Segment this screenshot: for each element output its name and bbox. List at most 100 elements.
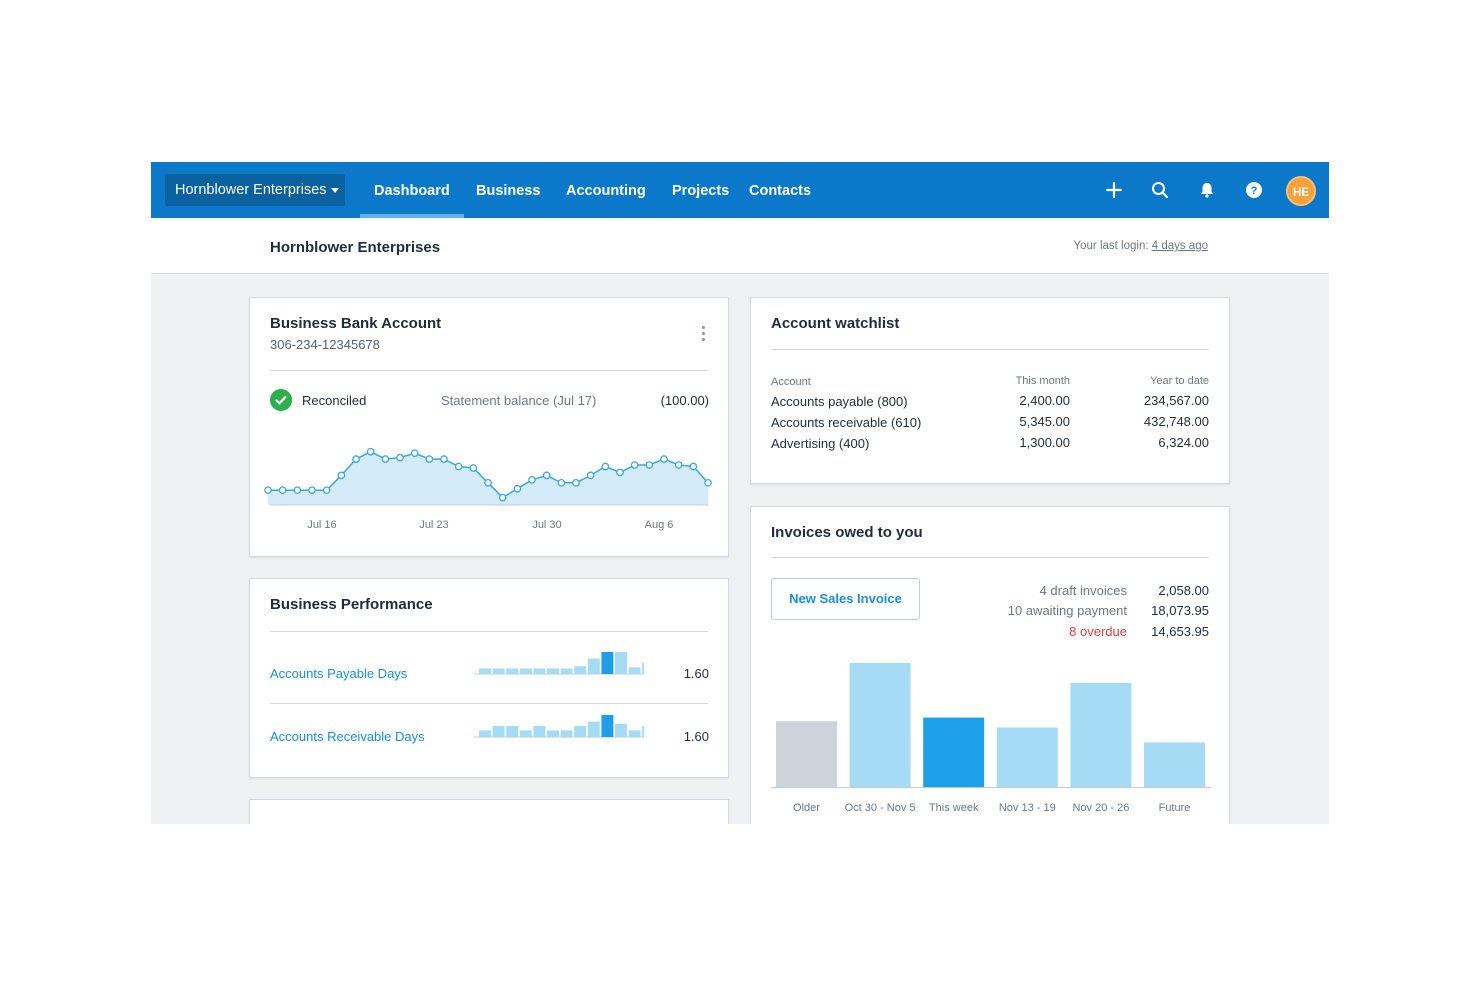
- check-circle-icon: [270, 389, 292, 411]
- sparkline-bar: [547, 730, 559, 737]
- bank-balance-line-chart: Jul 16 Jul 23 Jul 30 Aug 6: [264, 447, 712, 531]
- partial-card: [249, 799, 729, 824]
- balance-point: [542, 471, 551, 480]
- watchlist-ytd-value: 432,748.00: [1143, 414, 1209, 429]
- accounts-receivable-days-link[interactable]: Accounts Receivable Days: [270, 729, 425, 744]
- accounts-payable-sparkline: [474, 652, 644, 675]
- help-icon[interactable]: ?: [1242, 178, 1266, 202]
- tab-projects[interactable]: Projects: [672, 183, 730, 199]
- invoices-bar-chart: Older Oct 30 - Nov 5 This week Nov 13 - 19 N…: [771, 663, 1211, 814]
- statement-balance-value: (100.00): [660, 393, 709, 408]
- invoice-period-label: Nov 13 - 19: [999, 802, 1056, 814]
- page-header: Hornblower Enterprises Your last login: …: [151, 218, 1329, 274]
- watchlist-month-value: 5,345.00: [1019, 414, 1070, 429]
- balance-point: [630, 461, 639, 469]
- business-performance-card: Business Performance Accounts Payable Da…: [249, 578, 729, 778]
- draft-invoices-value: 2,058.00: [1158, 583, 1209, 598]
- new-sales-invoice-button[interactable]: New Sales Invoice: [771, 578, 920, 620]
- watchlist-ytd-value: 234,567.00: [1143, 393, 1209, 408]
- bell-icon[interactable]: [1195, 178, 1219, 202]
- sparkline-bar: [492, 726, 505, 737]
- sparkline-bar: [628, 730, 641, 737]
- balance-point: [704, 478, 712, 487]
- accounts-payable-days-link[interactable]: Accounts Payable Days: [270, 666, 408, 681]
- statement-balance-label: Statement balance (Jul 17): [441, 393, 597, 408]
- balance-point: [352, 455, 360, 463]
- balance-point: [557, 478, 566, 487]
- reconciled-status: Reconciled: [302, 393, 367, 408]
- sparkline-bar: [574, 666, 587, 674]
- divider: [771, 349, 1209, 350]
- invoice-period-label: This week: [929, 802, 979, 814]
- sparkline-bar: [642, 663, 644, 674]
- balance-point: [689, 462, 698, 471]
- performance-card-title: Business Performance: [270, 596, 433, 613]
- tab-contacts[interactable]: Contacts: [749, 183, 812, 199]
- last-login-link[interactable]: 4 days ago: [1151, 240, 1208, 252]
- balance-point: [410, 449, 419, 458]
- user-avatar[interactable]: HE: [1286, 176, 1316, 206]
- account-watchlist-card: Account watchlist Account This month Yea…: [750, 297, 1230, 484]
- balance-point: [484, 478, 492, 487]
- balance-point: [366, 447, 375, 456]
- balance-point: [454, 462, 463, 471]
- watchlist-ytd-value: 6,324.00: [1158, 435, 1209, 450]
- page-title: Hornblower Enterprises: [270, 239, 441, 256]
- balance-point: [616, 468, 624, 477]
- divider: [771, 557, 1209, 558]
- watchlist-account-name[interactable]: Accounts receivable (610): [771, 415, 922, 430]
- invoice-period-label: Nov 20 - 26: [1072, 802, 1129, 814]
- sparkline-bar: [574, 726, 587, 737]
- search-icon[interactable]: [1148, 178, 1172, 202]
- balance-point: [528, 475, 536, 484]
- organisation-switcher[interactable]: Hornblower Enterprises: [165, 174, 345, 206]
- tab-dashboard[interactable]: Dashboard: [360, 162, 464, 218]
- invoice-period-label: Oct 30 - Nov 5: [845, 802, 916, 814]
- sparkline-bar: [587, 721, 600, 737]
- divider: [270, 631, 708, 632]
- balance-point: [469, 464, 478, 472]
- more-options-icon[interactable]: [702, 326, 706, 342]
- svg-text:?: ?: [1251, 185, 1258, 197]
- balance-point: [513, 484, 522, 493]
- divider: [270, 703, 708, 704]
- sparkline-bar: [533, 668, 546, 674]
- sparkline-bar: [479, 730, 491, 737]
- sparkline-bar: [615, 652, 627, 674]
- invoice-bar: [849, 663, 911, 787]
- balance-point: [278, 486, 287, 495]
- watchlist-account-name[interactable]: Accounts payable (800): [771, 394, 908, 409]
- bank-account-card: Business Bank Account 306-234-12345678 R…: [249, 297, 729, 557]
- balance-point: [322, 486, 331, 495]
- watchlist-month-value: 2,400.00: [1019, 393, 1070, 408]
- balance-point: [264, 486, 272, 495]
- watchlist-card-title: Account watchlist: [771, 315, 900, 332]
- invoice-bar: [1070, 682, 1132, 787]
- column-header-this-month: This month: [1015, 375, 1070, 387]
- tab-business[interactable]: Business: [476, 183, 541, 199]
- plus-icon[interactable]: [1102, 178, 1126, 202]
- x-axis-label: Jul 23: [419, 519, 448, 531]
- divider: [270, 370, 708, 371]
- sparkline-bar: [601, 715, 614, 737]
- invoices-card-title: Invoices owed to you: [771, 524, 923, 541]
- awaiting-payment-link[interactable]: 10 awaiting payment: [1007, 603, 1127, 618]
- accounts-receivable-days-value: 1.60: [683, 729, 709, 744]
- balance-point: [674, 461, 683, 469]
- sparkline-bar: [547, 668, 559, 674]
- overdue-invoices-link[interactable]: 8 overdue: [1069, 624, 1127, 639]
- watchlist-account-name[interactable]: Advertising (400): [771, 436, 870, 451]
- tab-accounting[interactable]: Accounting: [566, 183, 646, 199]
- bank-card-title: Business Bank Account: [270, 315, 442, 332]
- sparkline-bar: [479, 668, 491, 674]
- sparkline-bar: [519, 668, 532, 674]
- sparkline-bar: [560, 668, 573, 674]
- balance-point: [660, 455, 668, 463]
- invoice-bar: [996, 727, 1058, 787]
- invoice-period-label: Future: [1159, 802, 1191, 814]
- column-header-account: Account: [771, 376, 811, 388]
- sparkline-bar: [506, 668, 519, 674]
- balance-point: [440, 455, 448, 463]
- balance-point: [425, 455, 434, 463]
- draft-invoices-link[interactable]: 4 draft invoices: [1039, 583, 1127, 598]
